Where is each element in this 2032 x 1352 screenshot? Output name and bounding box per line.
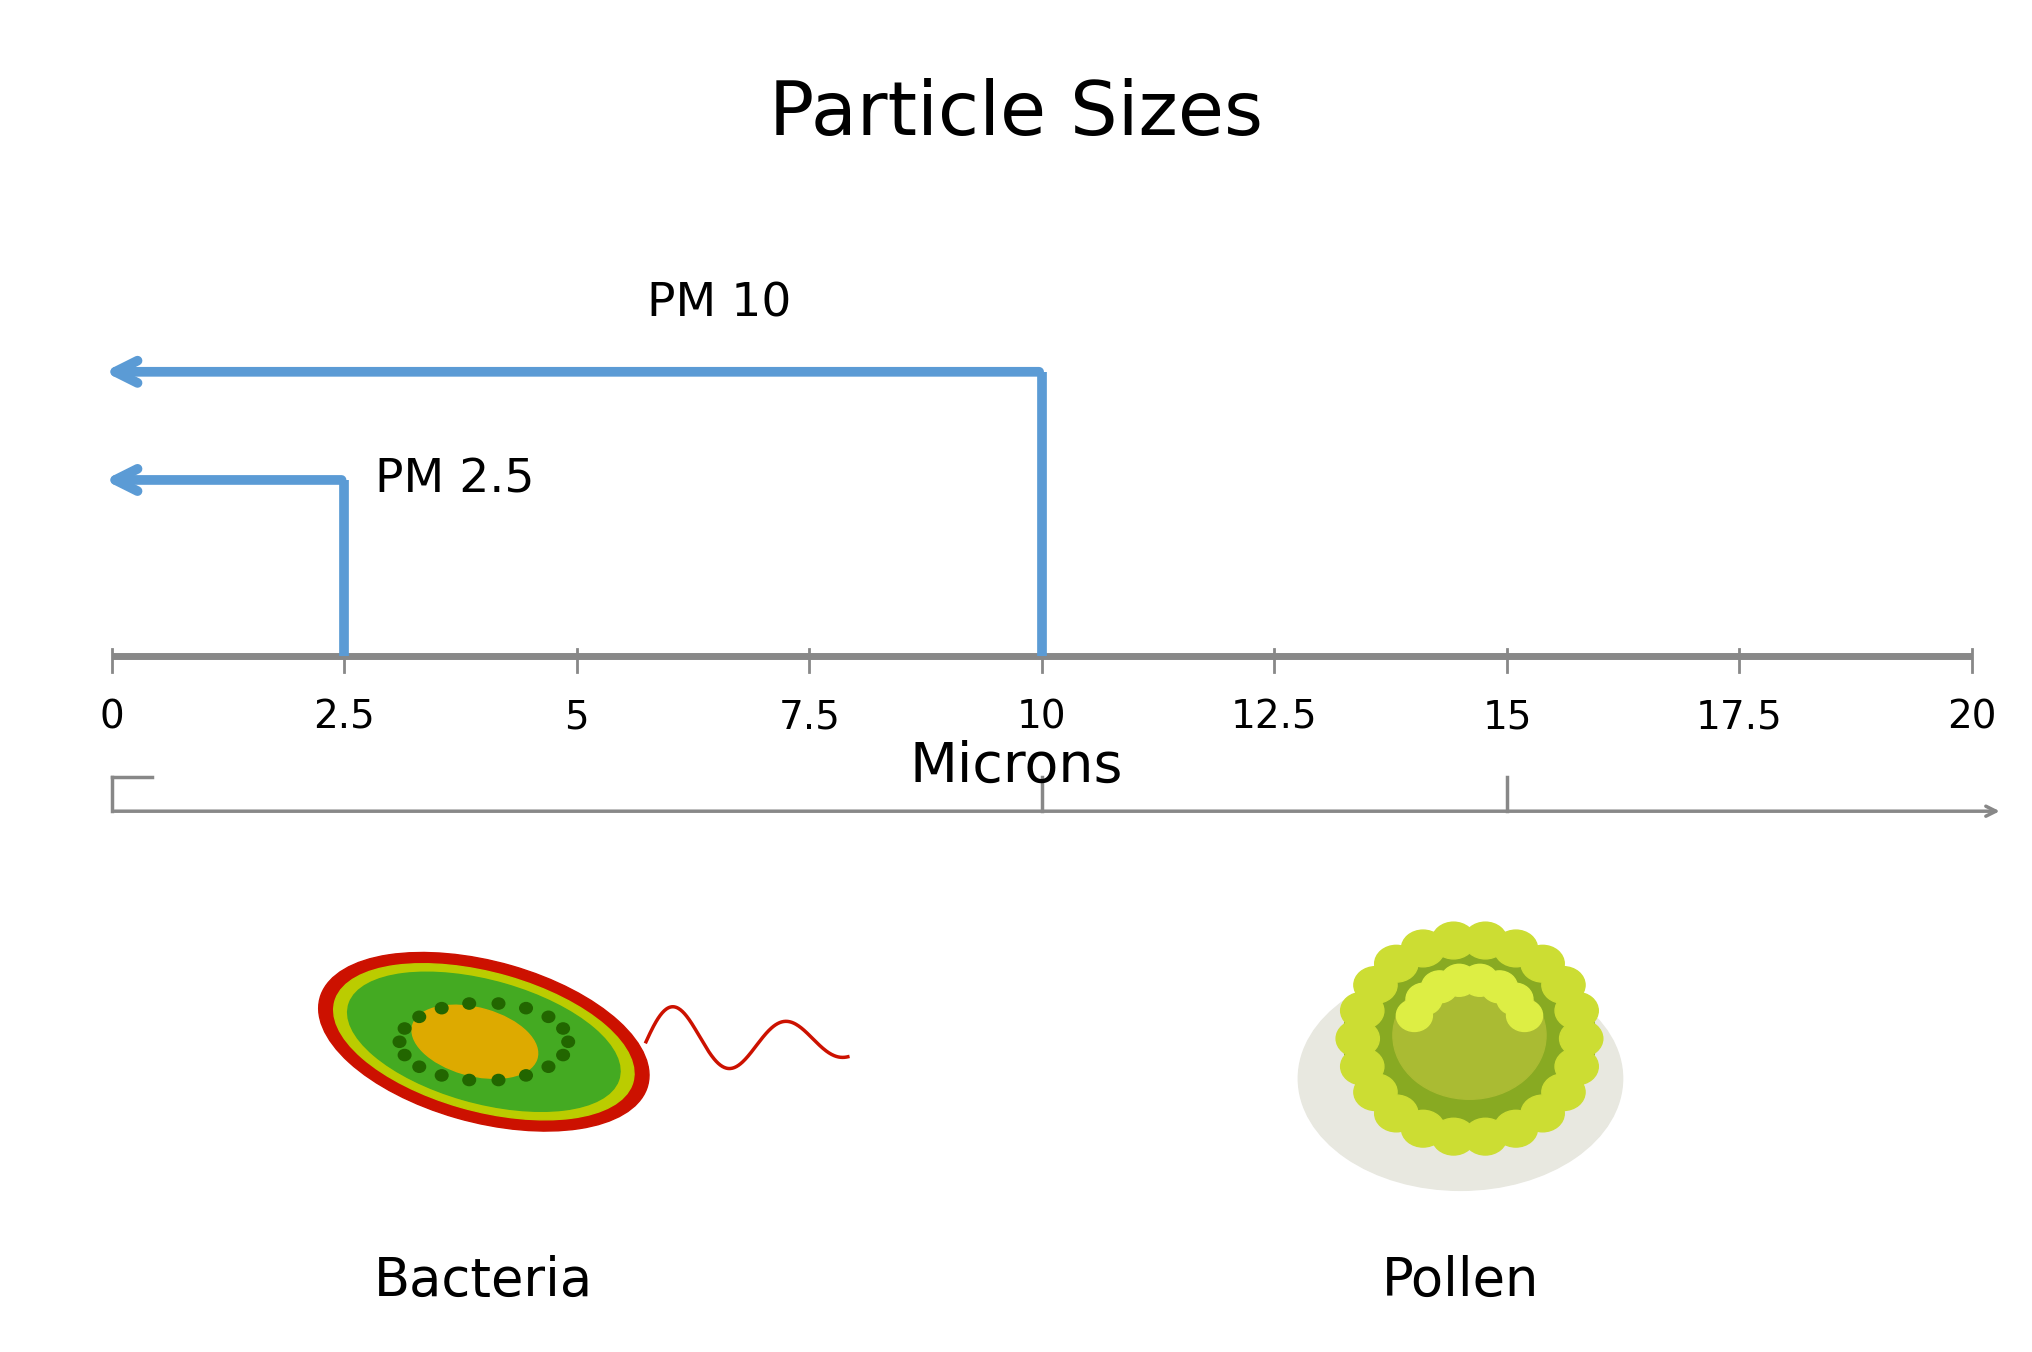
Ellipse shape bbox=[398, 1049, 410, 1061]
Text: Bacteria: Bacteria bbox=[374, 1255, 593, 1306]
Text: PM 10: PM 10 bbox=[646, 281, 790, 327]
Ellipse shape bbox=[333, 964, 634, 1119]
Ellipse shape bbox=[412, 1061, 425, 1072]
Ellipse shape bbox=[1559, 1021, 1601, 1057]
Ellipse shape bbox=[1554, 1048, 1597, 1084]
Ellipse shape bbox=[1396, 999, 1433, 1032]
Ellipse shape bbox=[1339, 992, 1384, 1029]
Ellipse shape bbox=[412, 1006, 536, 1079]
Ellipse shape bbox=[561, 1036, 575, 1048]
Ellipse shape bbox=[1463, 922, 1506, 959]
Ellipse shape bbox=[1298, 967, 1622, 1190]
Ellipse shape bbox=[435, 1069, 447, 1082]
Ellipse shape bbox=[1335, 1021, 1378, 1057]
Ellipse shape bbox=[557, 1049, 569, 1061]
Ellipse shape bbox=[1494, 1110, 1536, 1146]
Ellipse shape bbox=[1461, 964, 1498, 996]
Ellipse shape bbox=[1431, 1118, 1475, 1155]
Ellipse shape bbox=[463, 1075, 475, 1086]
Ellipse shape bbox=[1406, 983, 1441, 1015]
Ellipse shape bbox=[1339, 1048, 1384, 1084]
Ellipse shape bbox=[1496, 983, 1532, 1015]
Ellipse shape bbox=[492, 1075, 504, 1086]
Ellipse shape bbox=[1554, 992, 1597, 1029]
Text: Microns: Microns bbox=[908, 740, 1124, 794]
Ellipse shape bbox=[1400, 1110, 1445, 1146]
Ellipse shape bbox=[392, 1036, 406, 1048]
Text: 12.5: 12.5 bbox=[1231, 699, 1317, 737]
Text: 2.5: 2.5 bbox=[313, 699, 376, 737]
Ellipse shape bbox=[1463, 1118, 1506, 1155]
Ellipse shape bbox=[412, 1011, 425, 1022]
Ellipse shape bbox=[1374, 945, 1416, 982]
Ellipse shape bbox=[1506, 999, 1542, 1032]
Text: 15: 15 bbox=[1481, 699, 1530, 737]
Ellipse shape bbox=[1540, 1073, 1585, 1110]
Ellipse shape bbox=[347, 972, 620, 1111]
Ellipse shape bbox=[1353, 967, 1396, 1003]
Ellipse shape bbox=[1420, 971, 1457, 1003]
Text: 20: 20 bbox=[1947, 699, 1995, 737]
Ellipse shape bbox=[319, 953, 648, 1132]
Ellipse shape bbox=[1441, 964, 1477, 996]
Ellipse shape bbox=[520, 1069, 532, 1082]
Ellipse shape bbox=[520, 1003, 532, 1014]
Ellipse shape bbox=[543, 1011, 555, 1022]
Ellipse shape bbox=[1431, 922, 1475, 959]
Text: 17.5: 17.5 bbox=[1695, 699, 1782, 737]
Text: 0: 0 bbox=[100, 699, 124, 737]
Text: Pollen: Pollen bbox=[1382, 1255, 1538, 1306]
Ellipse shape bbox=[1481, 971, 1516, 1003]
Text: Particle Sizes: Particle Sizes bbox=[770, 78, 1262, 151]
Text: 5: 5 bbox=[565, 699, 589, 737]
Ellipse shape bbox=[463, 998, 475, 1009]
Ellipse shape bbox=[1520, 1095, 1563, 1132]
Ellipse shape bbox=[1494, 930, 1536, 967]
Ellipse shape bbox=[1540, 967, 1585, 1003]
Ellipse shape bbox=[1392, 972, 1544, 1099]
Ellipse shape bbox=[1353, 1073, 1396, 1110]
Ellipse shape bbox=[1343, 934, 1595, 1142]
Ellipse shape bbox=[398, 1023, 410, 1034]
Ellipse shape bbox=[1374, 1095, 1416, 1132]
Ellipse shape bbox=[1400, 930, 1445, 967]
Ellipse shape bbox=[435, 1003, 447, 1014]
Ellipse shape bbox=[543, 1061, 555, 1072]
Text: 7.5: 7.5 bbox=[778, 699, 839, 737]
Ellipse shape bbox=[492, 998, 504, 1009]
Text: PM 2.5: PM 2.5 bbox=[374, 457, 534, 503]
Ellipse shape bbox=[1520, 945, 1563, 982]
Ellipse shape bbox=[557, 1023, 569, 1034]
Text: 10: 10 bbox=[1016, 699, 1067, 737]
